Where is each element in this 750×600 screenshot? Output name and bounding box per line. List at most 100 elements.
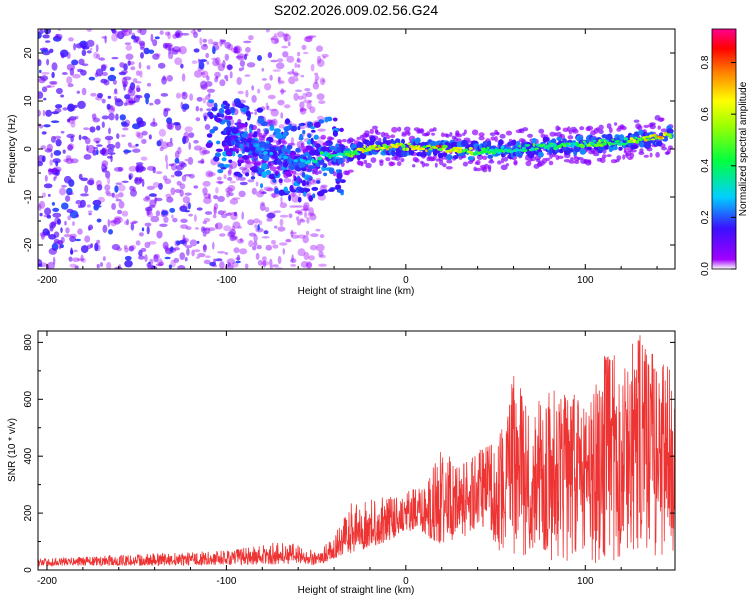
spectrogram-y-tick-label: 20	[23, 47, 34, 59]
ridge-body	[606, 133, 613, 141]
noise-blob	[41, 131, 47, 135]
ridge-core	[334, 156, 340, 159]
noise-blob	[165, 161, 169, 170]
noise-blob	[82, 45, 90, 50]
ridge-core	[635, 140, 640, 144]
noise-blob	[121, 121, 127, 126]
noise-blob	[173, 247, 180, 251]
noise-blob	[273, 210, 281, 213]
ridge-halo	[421, 161, 426, 168]
noise-blob	[67, 192, 74, 196]
noise-blob	[125, 44, 133, 51]
noise-blob	[203, 115, 207, 122]
noise-blob	[173, 122, 181, 126]
ridge-core	[601, 142, 607, 146]
noise-blob	[115, 182, 123, 185]
noise-blob	[132, 220, 138, 224]
noise-blob	[148, 134, 152, 140]
noise-blob	[166, 196, 174, 203]
ridge-halo	[567, 135, 574, 140]
noise-blob	[219, 233, 226, 237]
noise-blob	[107, 177, 111, 185]
ridge-halo	[513, 159, 518, 166]
noise-blob	[212, 46, 216, 55]
noise-blob	[165, 154, 168, 163]
ridge-core	[456, 150, 462, 154]
signal-blob	[299, 133, 304, 141]
noise-blob	[62, 149, 66, 154]
spectrogram-y-tick-label: -20	[23, 237, 34, 252]
ridge-halo	[490, 136, 496, 141]
ridge-body	[301, 167, 307, 172]
noise-blob	[111, 192, 115, 198]
noise-blob	[270, 59, 278, 63]
noise-blob	[266, 119, 273, 124]
noise-blob	[279, 214, 289, 218]
noise-blob	[84, 185, 89, 194]
noise-blob	[272, 69, 281, 72]
noise-blob	[196, 240, 200, 244]
noise-blob	[124, 42, 132, 45]
ridge-body	[638, 141, 646, 148]
noise-blob	[143, 197, 151, 202]
ridge-halo	[390, 134, 396, 139]
noise-blob	[295, 205, 304, 208]
snr-line	[38, 335, 675, 568]
signal-blob	[215, 152, 221, 158]
noise-blob	[206, 88, 216, 93]
ridge-halo	[527, 133, 533, 138]
noise-blob	[56, 87, 63, 95]
ridge-core	[467, 150, 472, 154]
noise-blob	[141, 138, 147, 144]
noise-blob	[121, 210, 129, 217]
noise-blob	[41, 86, 48, 93]
ridge-core	[632, 139, 637, 143]
ridge-halo	[475, 167, 482, 172]
noise-blob	[162, 75, 166, 81]
noise-blob	[214, 71, 221, 78]
noise-blob	[60, 94, 65, 98]
ridge-halo	[633, 119, 640, 123]
signal-blob	[270, 123, 274, 128]
ridge-halo	[463, 129, 467, 135]
ridge-core	[428, 148, 433, 151]
noise-blob	[66, 208, 74, 213]
ridge-halo	[557, 155, 564, 159]
noise-blob	[97, 92, 103, 99]
noise-blob	[289, 205, 298, 208]
noise-blob	[213, 203, 219, 210]
noise-blob	[164, 178, 172, 185]
signal-blob	[226, 120, 232, 127]
noise-blob	[304, 88, 311, 92]
noise-blob	[92, 199, 102, 207]
noise-blob	[174, 57, 183, 65]
ridge-halo	[397, 126, 402, 132]
noise-blob	[233, 211, 238, 217]
noise-blob	[75, 214, 79, 218]
noise-blob	[141, 130, 148, 136]
ridge-body	[269, 146, 277, 152]
noise-blob	[47, 193, 51, 197]
noise-blob	[255, 181, 259, 187]
ridge-halo	[341, 138, 347, 143]
noise-blob	[193, 185, 199, 189]
noise-blob	[152, 53, 160, 60]
ridge-core	[355, 152, 360, 156]
ridge-halo	[500, 164, 508, 171]
noise-blob	[157, 62, 166, 69]
noise-blob	[234, 46, 239, 54]
ridge-body	[429, 140, 437, 148]
snr-x-axis-label: Height of straight line (km)	[298, 585, 415, 596]
noise-blob	[123, 245, 128, 250]
ridge-halo	[649, 152, 653, 158]
ridge-body	[604, 144, 609, 150]
noise-blob	[256, 244, 262, 250]
noise-blob	[67, 103, 75, 112]
noise-blob	[182, 92, 186, 97]
noise-blob	[214, 76, 219, 83]
noise-blob	[63, 158, 70, 163]
noise-blob	[59, 244, 64, 249]
noise-blob	[222, 59, 226, 68]
ridge-core	[254, 144, 259, 147]
noise-blob	[290, 258, 297, 264]
